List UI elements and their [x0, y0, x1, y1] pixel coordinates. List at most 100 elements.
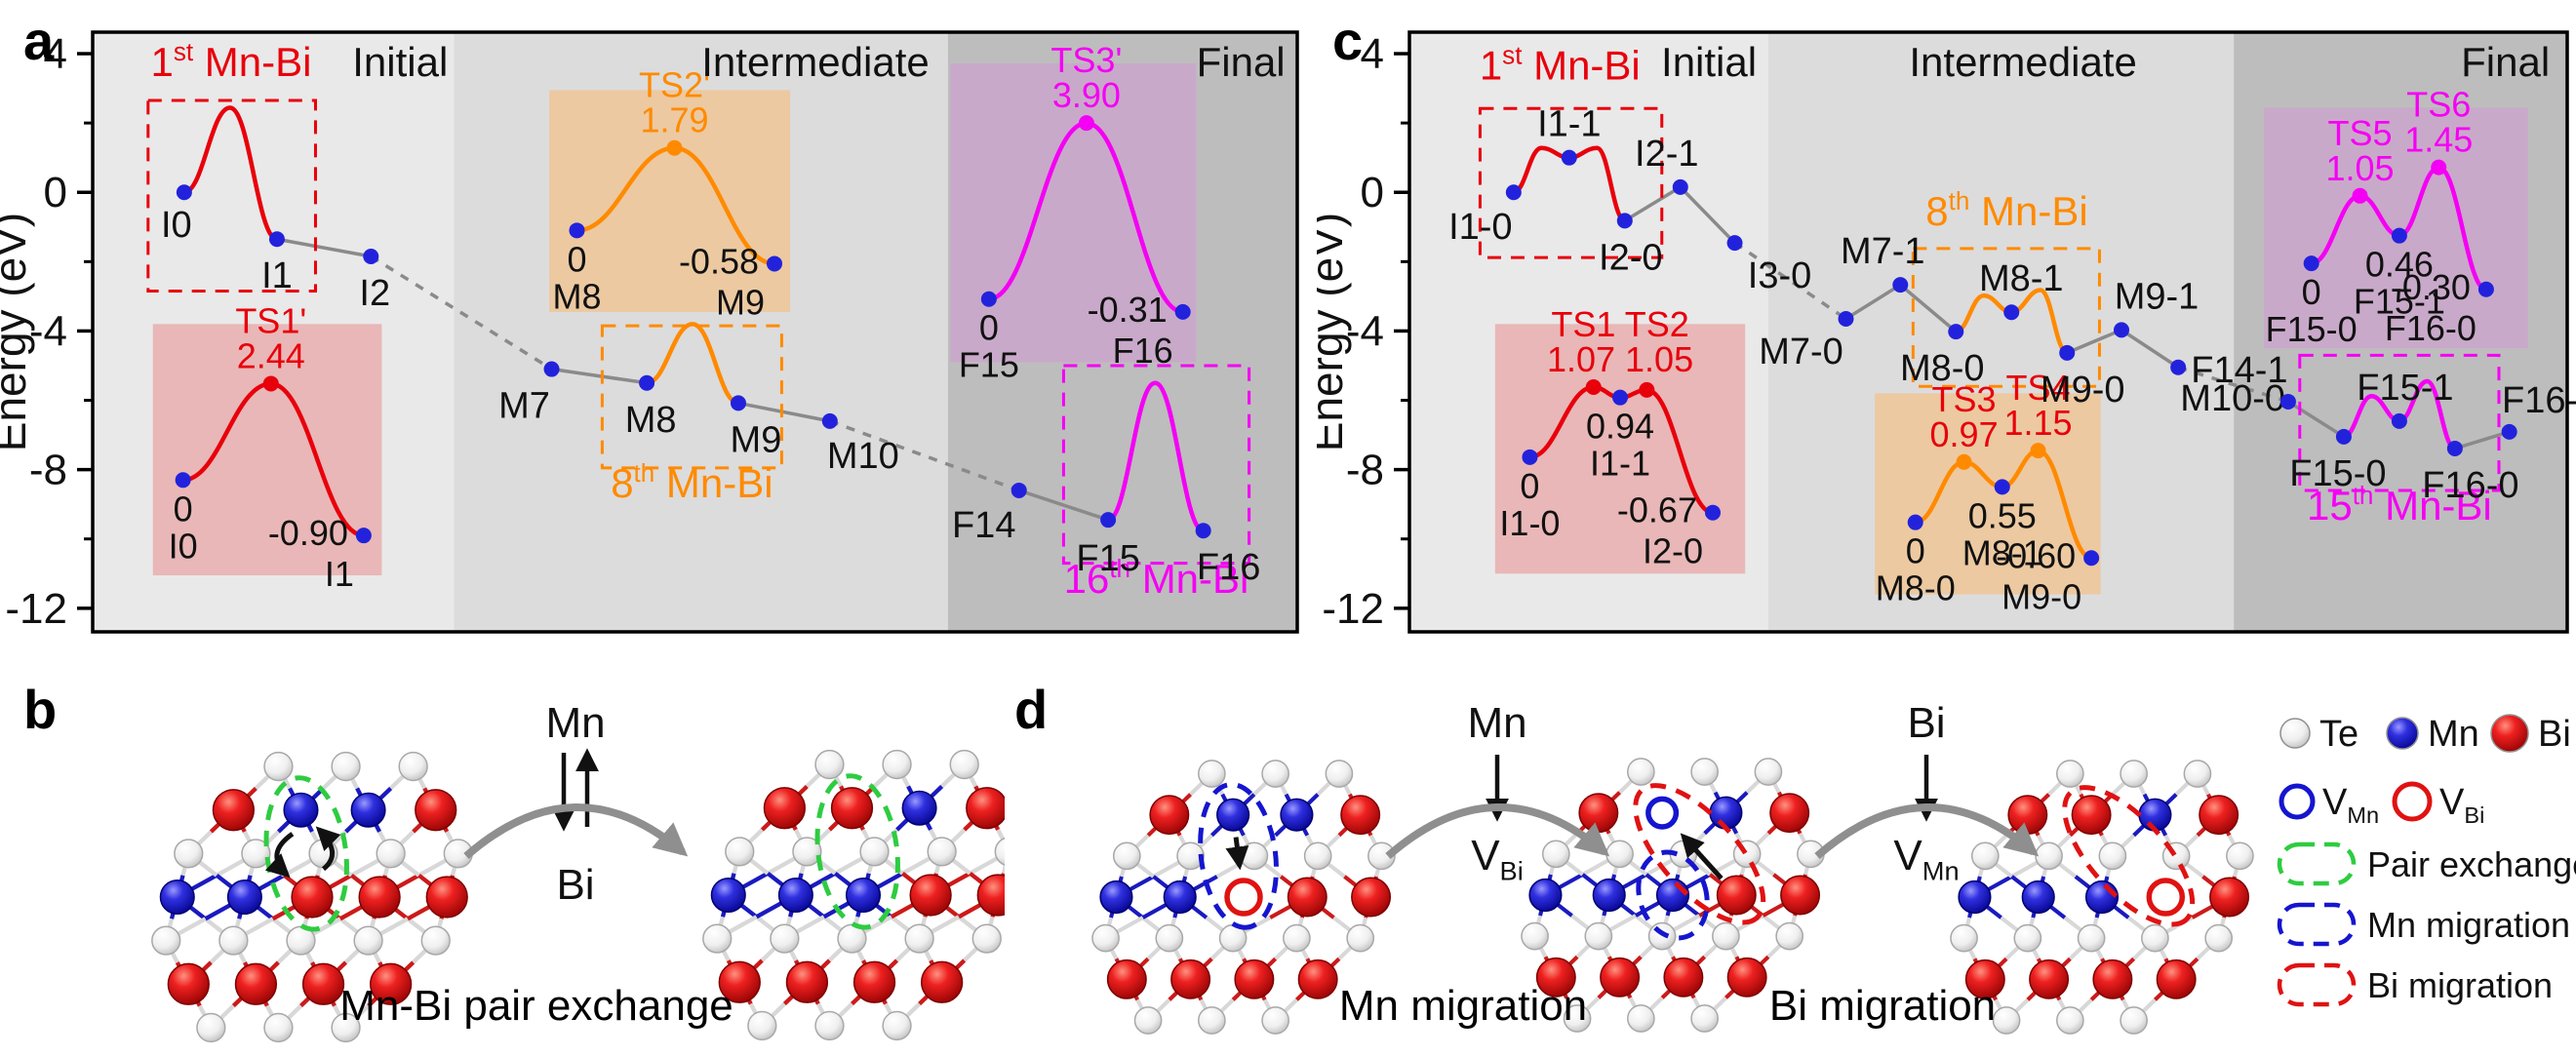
- data-point-F14: [1011, 482, 1027, 498]
- structure-after-pair-exchange: [702, 749, 1005, 1041]
- point-label: I3-0: [1748, 255, 1811, 296]
- atom-Mn: [1709, 796, 1743, 830]
- atom-Mn: [1163, 880, 1197, 915]
- state-point: [1522, 449, 1538, 465]
- state-label: F15: [959, 345, 1019, 385]
- data-point-M8-1: [2003, 304, 2020, 321]
- ts-value: 1.45: [2404, 120, 2473, 160]
- ts-value: 1.07 1.05: [1547, 339, 1693, 379]
- state-label: I0: [169, 526, 198, 566]
- atom-Te: [814, 749, 845, 780]
- y-axis-label: Energy (eV): [1317, 213, 1352, 451]
- atom-Te: [1563, 1004, 1592, 1033]
- atom-Mn: [2084, 880, 2120, 915]
- bond: [1001, 861, 1005, 874]
- atom-Bi: [301, 962, 345, 1005]
- point-label: F16-1: [2502, 380, 2576, 421]
- legend-vacancy-Bi-icon: [2392, 781, 2433, 822]
- atom-Te: [2141, 923, 2169, 953]
- inset-background: [2264, 107, 2528, 349]
- atom-Te: [1325, 760, 1354, 788]
- atom-Te: [1198, 760, 1226, 788]
- panel-label-a: a: [23, 10, 55, 71]
- atom-Bi: [2007, 795, 2048, 836]
- atom-Te: [1647, 921, 1677, 951]
- atom-Te: [1950, 923, 1978, 953]
- atom-Te: [331, 751, 361, 782]
- path-segment: [551, 367, 648, 385]
- atom-Te: [331, 1012, 361, 1043]
- atom-Te: [1198, 1006, 1226, 1035]
- atom-Bi: [1535, 957, 1576, 997]
- data-point-I2-1: [1672, 178, 1688, 195]
- ts-point: [2431, 159, 2447, 176]
- atom-Te: [725, 837, 755, 867]
- state-label: M8-1: [1962, 532, 2042, 572]
- state-label: F15-0: [2266, 309, 2358, 349]
- region-label: Intermediate: [1909, 39, 2136, 85]
- ts-point: [262, 375, 279, 392]
- atom-Te: [792, 837, 822, 867]
- y-tick-label: -4: [1346, 307, 1384, 355]
- point-label: M10: [827, 436, 899, 477]
- ts-point: [1585, 379, 1602, 396]
- atom-Te: [263, 1012, 294, 1043]
- atom-Te: [1627, 1004, 1655, 1033]
- exchange-step-label: 16th Mn-Bi: [1064, 554, 1249, 602]
- atom-Te: [398, 751, 428, 782]
- data-point-M7: [543, 361, 560, 377]
- data-point-F16-0: [2446, 440, 2463, 456]
- y-tick-label: -8: [29, 447, 67, 494]
- atom-Bi: [425, 876, 468, 919]
- state-point: [1704, 504, 1721, 521]
- path-segment: [2287, 400, 2345, 439]
- atom-Te: [1690, 758, 1719, 786]
- state-value: 0: [979, 308, 999, 348]
- energy-barrier-curve: [183, 105, 278, 242]
- state-value: 0: [1520, 466, 1539, 506]
- legend-atom-Bi-icon: [2490, 714, 2529, 753]
- atom-Bi: [921, 960, 964, 1003]
- atom-Bi: [1600, 957, 1641, 997]
- atom-Bi: [2092, 958, 2133, 999]
- atom-Bi: [1106, 958, 1147, 999]
- atom-Mn: [159, 879, 195, 916]
- caption-mn-migration: Mn migration: [1338, 982, 1588, 1030]
- ts-point: [666, 139, 683, 156]
- atom-Te: [1754, 758, 1783, 786]
- atom-Mn: [901, 790, 937, 826]
- state-point: [1994, 479, 2010, 495]
- state-value: -0.30: [2391, 267, 2471, 307]
- ts-label: TS4: [2006, 368, 2071, 408]
- atom-Mn: [777, 877, 813, 914]
- atom-Bi: [1578, 793, 1619, 834]
- atom-Te: [1303, 841, 1332, 871]
- atom-Te: [218, 925, 249, 956]
- atom-Te: [2204, 923, 2234, 953]
- atom-Te: [859, 837, 890, 867]
- point-label: I2-0: [1599, 237, 1662, 278]
- caption-bi-migration: Bi migration: [1768, 982, 1997, 1030]
- atom-Bi: [167, 962, 210, 1005]
- state-label: M9-0: [2001, 576, 2081, 616]
- path-segment: [1733, 241, 1847, 321]
- arrow-label-top: Mn: [1467, 699, 1526, 747]
- ts-point: [1078, 115, 1094, 132]
- atom-Te: [882, 749, 912, 780]
- arrow-label-bottom: VMn: [1893, 832, 1959, 886]
- point-label: F14: [952, 505, 1015, 546]
- atom-Bi: [785, 960, 829, 1003]
- atom-Te: [1155, 923, 1184, 953]
- data-point-M8: [639, 374, 655, 391]
- atom-Te: [1261, 1006, 1289, 1035]
- atom-Bi: [1351, 877, 1392, 918]
- state-point: [1612, 389, 1629, 406]
- legend-marker-icon: [2277, 962, 2357, 1007]
- legend-atom-Te-icon: [2279, 718, 2311, 749]
- ts-label: TS3': [1050, 40, 1122, 80]
- ts-label: TS1': [235, 300, 306, 340]
- region-label: Final: [1197, 39, 1286, 85]
- point-label: M7: [498, 386, 550, 427]
- exchange-arrow: [315, 826, 341, 872]
